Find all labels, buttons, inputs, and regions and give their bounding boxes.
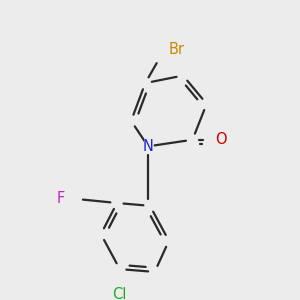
FancyBboxPatch shape (56, 191, 65, 206)
FancyBboxPatch shape (144, 139, 153, 154)
FancyBboxPatch shape (216, 132, 225, 147)
FancyBboxPatch shape (168, 41, 184, 57)
Text: Br: Br (168, 42, 184, 57)
FancyBboxPatch shape (112, 287, 128, 300)
Text: N: N (143, 139, 154, 154)
Text: Cl: Cl (112, 287, 127, 300)
Text: F: F (56, 191, 64, 206)
Text: O: O (215, 132, 226, 147)
